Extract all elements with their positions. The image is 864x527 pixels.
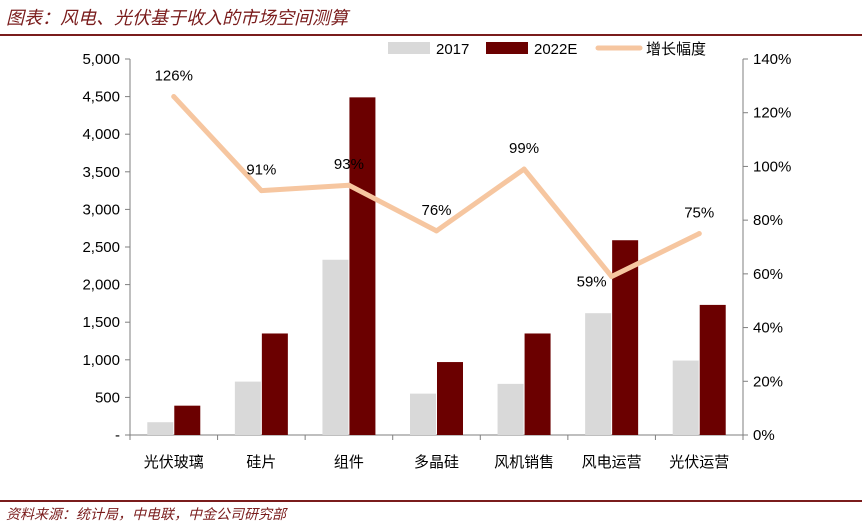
x-tick-label: 多晶硅 xyxy=(414,453,459,471)
bar-2022E xyxy=(437,362,463,435)
x-tick-label: 风电运营 xyxy=(582,453,642,471)
growth-data-label: 126% xyxy=(155,68,193,85)
left-tick-label: 1,500 xyxy=(82,314,120,331)
bar-2017 xyxy=(147,422,174,435)
growth-data-label: 59% xyxy=(577,274,607,291)
title-divider xyxy=(0,34,862,36)
right-tick-label: 40% xyxy=(753,320,783,337)
bar-2017 xyxy=(234,381,261,435)
bar-2022E xyxy=(174,405,201,435)
left-tick-label: 4,000 xyxy=(82,126,120,143)
growth-data-label: 99% xyxy=(509,140,539,157)
bar-2022E xyxy=(524,333,551,435)
bar-2022E xyxy=(349,97,376,436)
left-tick-label: 2,000 xyxy=(82,277,120,294)
chart-title: 图表：风电、光伏基于收入的市场空间测算 xyxy=(6,8,348,29)
left-tick-label: 5,000 xyxy=(82,51,120,68)
right-tick-label: 80% xyxy=(753,212,783,229)
growth-data-label: 75% xyxy=(684,205,714,222)
right-tick-label: 60% xyxy=(753,266,783,283)
left-tick-label: 3,500 xyxy=(82,164,120,181)
left-tick-label: 500 xyxy=(95,389,120,406)
bar-2017 xyxy=(410,393,436,435)
source-note: 资料来源：统计局，中电联，中金公司研究部 xyxy=(6,507,286,523)
left-tick-label: 1,000 xyxy=(82,352,120,369)
growth-data-label: 91% xyxy=(246,162,276,179)
left-tick-label: - xyxy=(115,427,120,444)
legend-swatch-2017 xyxy=(388,42,430,54)
legend-label-2022e: 2022E xyxy=(534,41,577,58)
growth-point xyxy=(346,182,352,188)
growth-point xyxy=(696,231,702,237)
x-tick-label: 风机销售 xyxy=(494,453,554,471)
growth-point xyxy=(609,274,615,280)
legend-label-2017: 2017 xyxy=(436,41,469,58)
bar-2022E xyxy=(261,333,288,435)
legend-label-growth: 增长幅度 xyxy=(646,40,706,58)
left-tick-label: 3,000 xyxy=(82,201,120,218)
growth-point xyxy=(171,94,177,100)
bar-2017 xyxy=(497,383,524,435)
growth-data-label: 76% xyxy=(421,202,451,219)
right-tick-label: 120% xyxy=(753,105,791,122)
footer-divider xyxy=(0,500,862,502)
bar-2017 xyxy=(322,259,349,435)
growth-point xyxy=(258,188,264,194)
right-tick-label: 0% xyxy=(753,427,775,444)
bar-2017 xyxy=(585,313,612,435)
bar-2022E xyxy=(699,304,726,435)
x-tick-label: 组件 xyxy=(334,453,364,471)
growth-point xyxy=(434,228,439,234)
legend-swatch-2022e xyxy=(486,42,528,54)
growth-point xyxy=(521,166,527,172)
x-tick-label: 光伏运营 xyxy=(669,453,729,471)
right-tick-label: 140% xyxy=(753,51,791,68)
x-tick-label: 光伏玻璃 xyxy=(144,453,204,471)
left-tick-label: 2,500 xyxy=(82,239,120,256)
right-tick-label: 100% xyxy=(753,158,791,175)
bar-2017 xyxy=(672,360,699,435)
growth-data-label: 93% xyxy=(334,156,364,173)
right-tick-label: 20% xyxy=(753,373,783,390)
left-tick-label: 4,500 xyxy=(82,89,120,106)
x-tick-label: 硅片 xyxy=(246,453,276,471)
